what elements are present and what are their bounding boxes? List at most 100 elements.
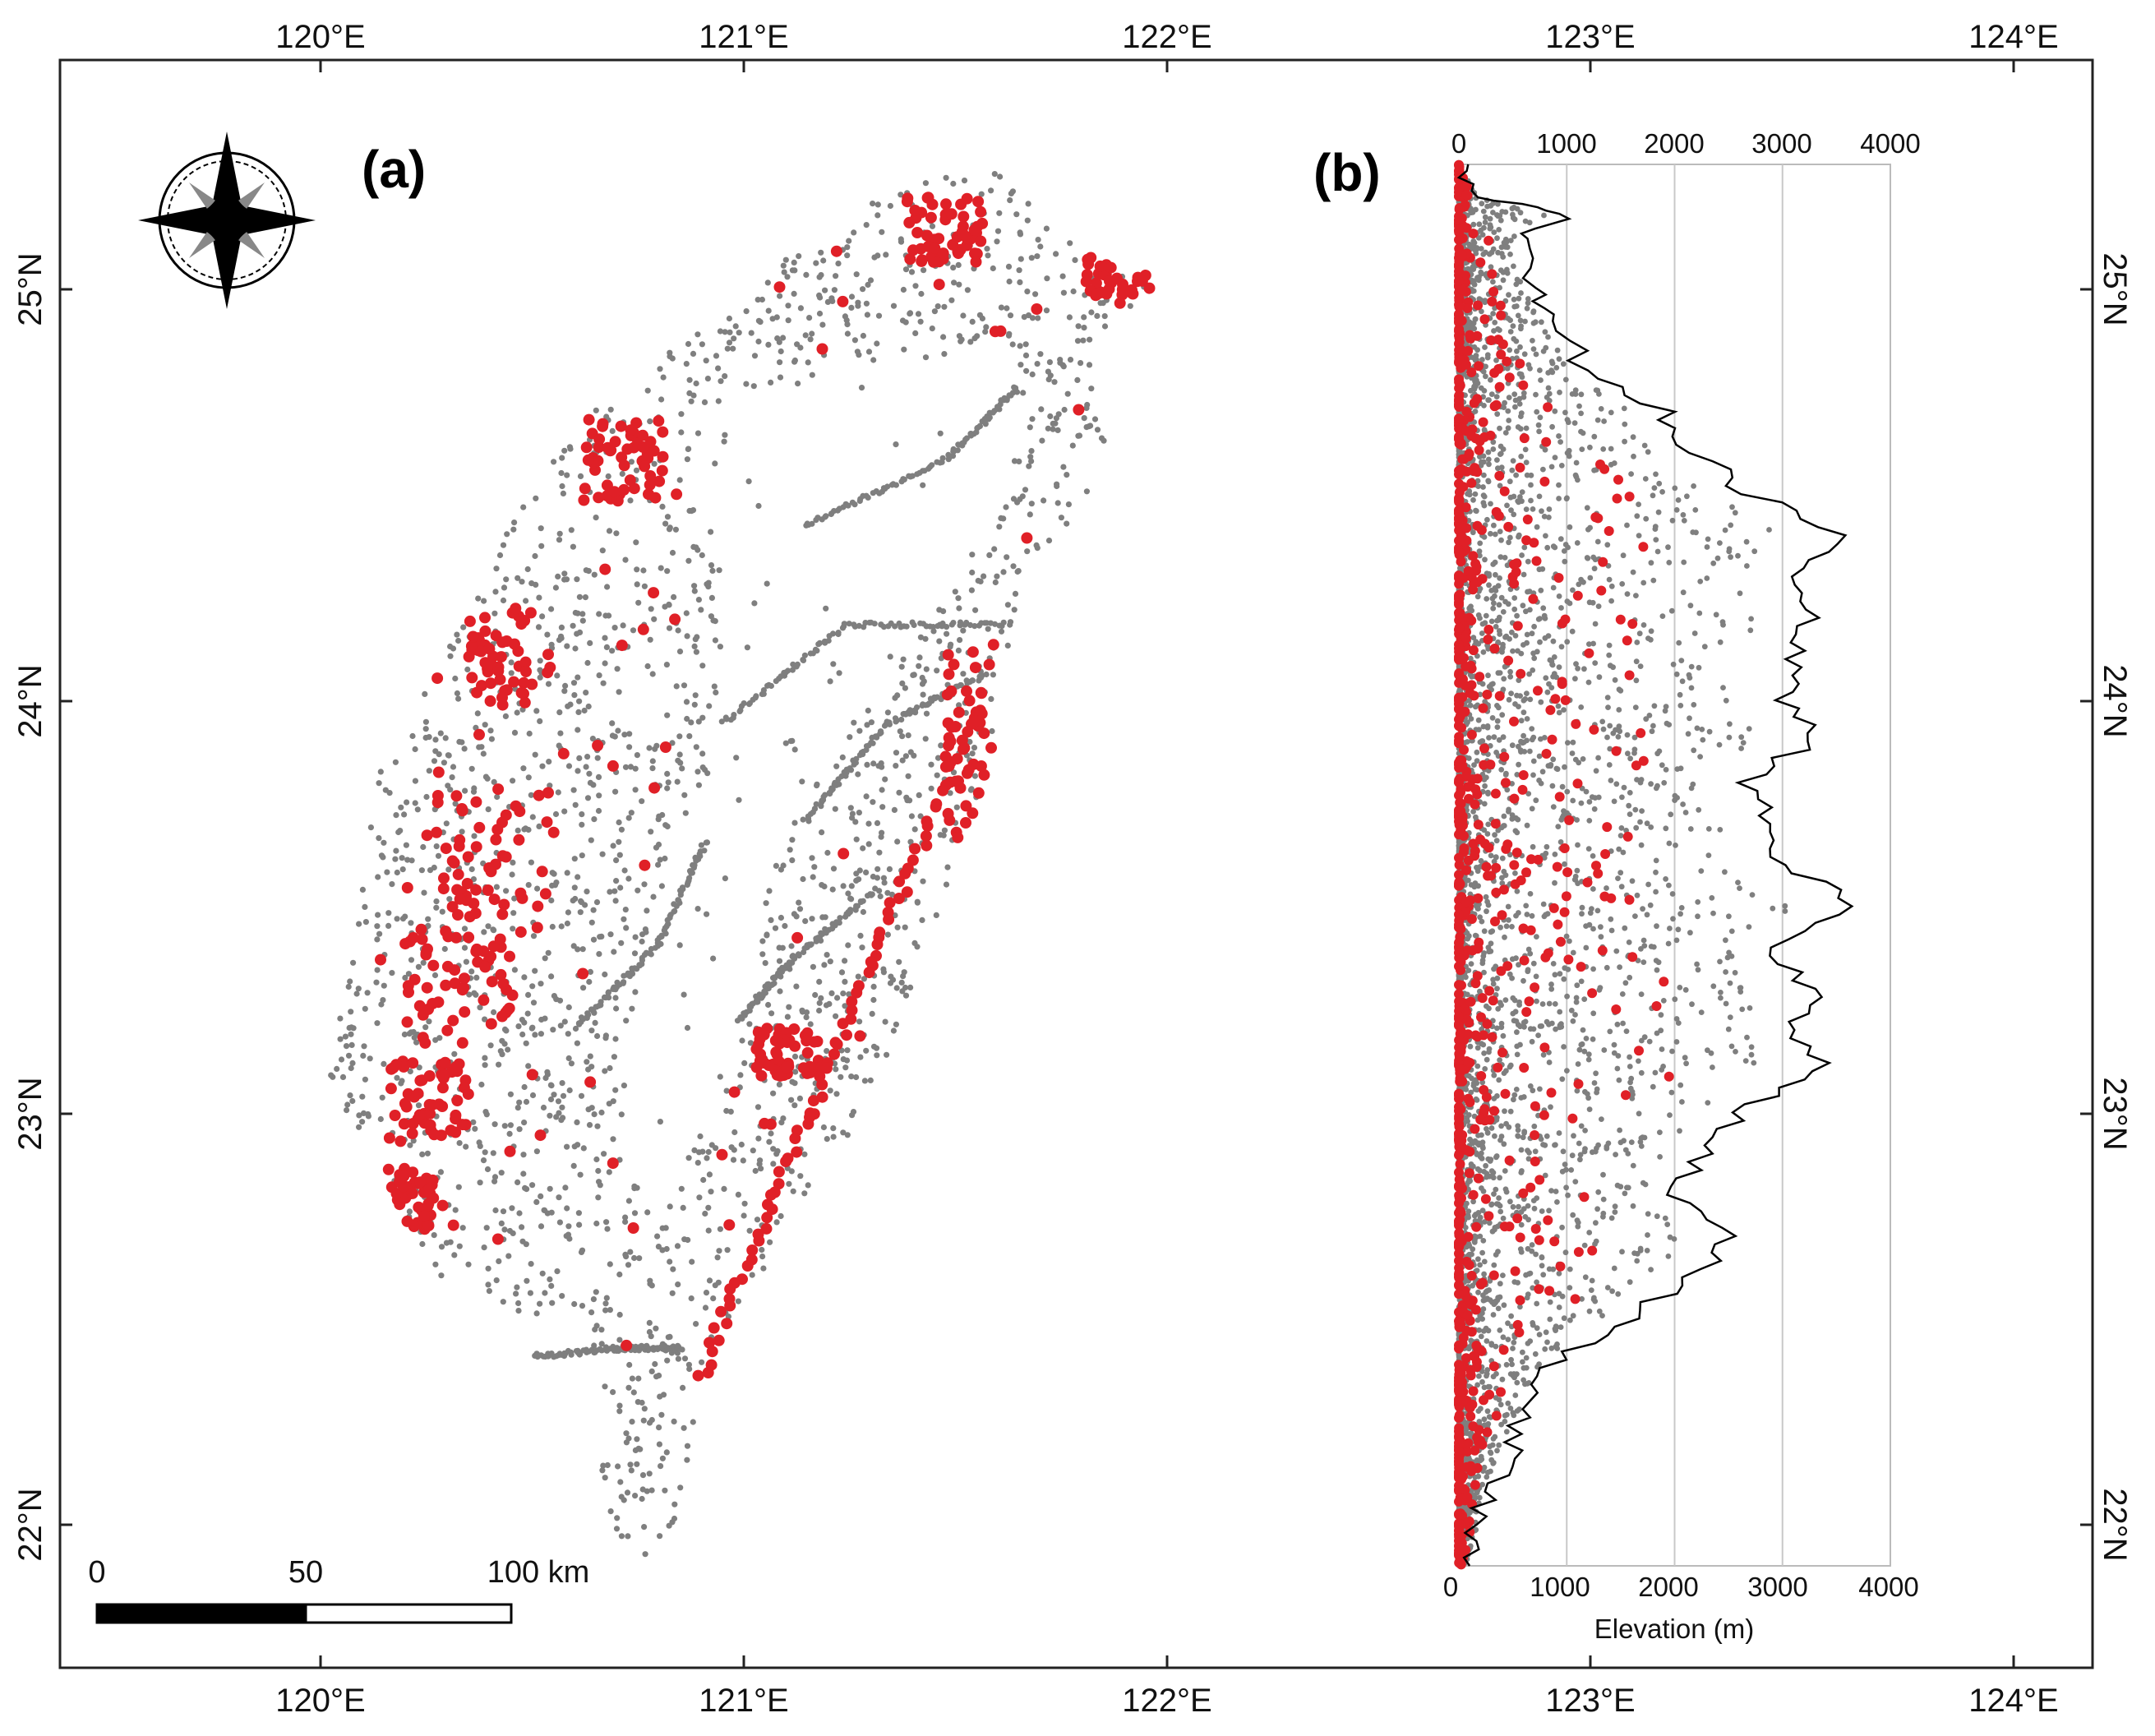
profile-point bbox=[1481, 801, 1488, 807]
map-point bbox=[827, 958, 833, 965]
profile-point bbox=[1573, 459, 1580, 466]
highlighted-point bbox=[497, 977, 510, 990]
highlighted-point bbox=[485, 1018, 497, 1030]
map-point bbox=[632, 1493, 639, 1499]
map-point bbox=[570, 543, 577, 550]
map-point bbox=[463, 1143, 469, 1150]
highlighted-point bbox=[816, 1078, 828, 1091]
map-point bbox=[694, 634, 700, 640]
map-point bbox=[493, 566, 500, 572]
map-point bbox=[360, 1052, 367, 1059]
highlighted-point bbox=[450, 790, 463, 802]
map-point bbox=[1059, 273, 1066, 279]
map-point bbox=[822, 287, 828, 293]
map-point bbox=[445, 752, 452, 759]
map-point bbox=[717, 644, 724, 650]
profile-point bbox=[1537, 414, 1544, 421]
profile-point bbox=[1663, 704, 1669, 709]
map-point bbox=[1045, 376, 1052, 383]
map-point bbox=[607, 1261, 613, 1267]
left-lat-tick-23: 23°N bbox=[12, 1077, 48, 1150]
map-point bbox=[460, 624, 467, 630]
profile-point bbox=[1680, 512, 1687, 518]
map-point bbox=[1088, 309, 1095, 316]
profile-point bbox=[1666, 882, 1672, 889]
map-point bbox=[723, 1107, 730, 1115]
highlighted-point bbox=[627, 1222, 639, 1234]
map-point bbox=[603, 413, 610, 420]
map-point bbox=[695, 718, 702, 725]
highlighted-point bbox=[439, 1069, 451, 1081]
map-point bbox=[627, 1249, 634, 1255]
map-point bbox=[506, 1130, 513, 1137]
highlighted-point bbox=[907, 854, 919, 866]
map-point bbox=[715, 365, 722, 372]
profile-point bbox=[1557, 390, 1562, 395]
map-point bbox=[934, 667, 940, 674]
highlighted-point bbox=[452, 868, 464, 880]
profile-point bbox=[1575, 842, 1580, 848]
highlighted-point bbox=[621, 1339, 633, 1351]
highlighted-point bbox=[513, 833, 525, 846]
map-point bbox=[928, 785, 934, 792]
profile-point bbox=[1718, 990, 1724, 995]
map-point bbox=[745, 478, 752, 485]
profile-point bbox=[1596, 1308, 1603, 1314]
map-point bbox=[602, 1307, 609, 1314]
map-point bbox=[594, 755, 601, 761]
highlighted-point bbox=[423, 1070, 436, 1082]
map-point bbox=[675, 1342, 681, 1349]
map-point bbox=[423, 793, 430, 801]
map-point bbox=[598, 999, 604, 1005]
map-point bbox=[740, 1157, 746, 1164]
highlighted-point bbox=[802, 1118, 814, 1130]
map-point bbox=[565, 1055, 572, 1062]
profile-point bbox=[1503, 1361, 1510, 1368]
map-point bbox=[516, 1210, 523, 1217]
map-point bbox=[349, 1060, 356, 1066]
profile-point bbox=[1663, 825, 1669, 832]
map-point bbox=[547, 1276, 553, 1282]
map-point bbox=[625, 875, 632, 882]
map-point bbox=[797, 305, 805, 312]
profile-point bbox=[1569, 391, 1576, 397]
map-point bbox=[667, 1203, 673, 1210]
highlighted-point bbox=[828, 1048, 840, 1060]
profile-point bbox=[1498, 1020, 1505, 1027]
profile-point bbox=[1544, 843, 1550, 850]
map-point bbox=[806, 315, 813, 321]
map-point bbox=[683, 610, 690, 616]
profile-point bbox=[1654, 783, 1660, 789]
map-point bbox=[799, 778, 805, 785]
profile-point bbox=[1468, 1089, 1474, 1096]
map-point bbox=[786, 1004, 792, 1010]
map-point bbox=[470, 1119, 477, 1125]
map-point bbox=[708, 529, 714, 535]
map-point bbox=[422, 726, 429, 732]
map-point bbox=[348, 1041, 355, 1048]
profile-point bbox=[1644, 912, 1650, 918]
map-point bbox=[482, 773, 490, 780]
map-point bbox=[601, 1151, 607, 1157]
map-point bbox=[542, 1015, 548, 1022]
map-point bbox=[741, 700, 747, 707]
map-point bbox=[432, 1037, 439, 1043]
map-point bbox=[704, 376, 712, 382]
map-point bbox=[1054, 427, 1061, 434]
highlighted-point bbox=[450, 1113, 462, 1125]
map-point bbox=[791, 1102, 798, 1109]
map-point bbox=[675, 627, 681, 634]
profile-point bbox=[1520, 1019, 1527, 1026]
map-point bbox=[501, 584, 508, 591]
map-point bbox=[834, 995, 841, 1001]
map-point bbox=[641, 583, 648, 589]
map-point bbox=[621, 867, 628, 874]
profile-point bbox=[1679, 678, 1686, 685]
map-point bbox=[491, 1178, 498, 1184]
map-point bbox=[525, 991, 532, 998]
map-point bbox=[712, 637, 719, 644]
profile-point bbox=[1684, 493, 1690, 500]
map-point bbox=[699, 663, 706, 669]
map-point bbox=[621, 1497, 627, 1503]
map-point bbox=[1022, 341, 1029, 348]
